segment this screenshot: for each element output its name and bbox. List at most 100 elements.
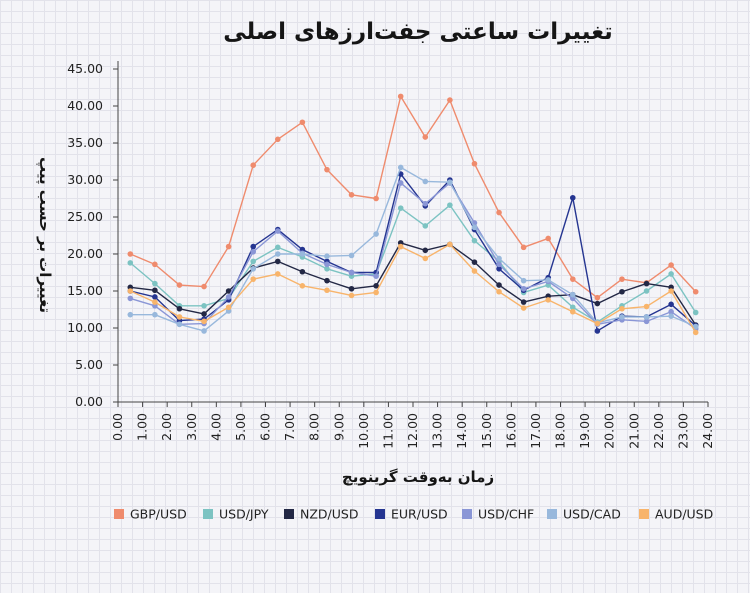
data-point-usd-chf: [643, 318, 650, 325]
data-point-gbp-usd: [471, 160, 478, 167]
data-point-aud-usd: [422, 255, 429, 262]
data-point-usd-chf: [250, 248, 257, 255]
data-point-gbp-usd: [545, 235, 552, 242]
legend-item-eur-usd: EUR/USD: [375, 507, 448, 522]
data-point-usd-chf: [348, 269, 355, 276]
data-point-nzd-usd: [496, 282, 502, 288]
legend-label-aud-usd: AUD/USD: [655, 507, 713, 522]
data-point-aud-usd: [373, 289, 379, 296]
data-point-gbp-usd: [496, 209, 502, 216]
data-point-usd-chf: [520, 285, 527, 292]
data-point-usd-chf: [127, 295, 134, 302]
data-point-usd-jpy: [397, 205, 404, 211]
data-point-gbp-usd: [619, 276, 625, 282]
data-point-usd-cad: [569, 291, 576, 298]
data-point-usd-jpy: [274, 244, 281, 251]
data-point-nzd-usd: [348, 285, 355, 292]
data-point-aud-usd: [201, 318, 207, 325]
legend-item-usd-chf: USD/CHF: [462, 507, 534, 522]
legend-label-nzd-usd: NZD/USD: [300, 507, 358, 522]
data-point-aud-usd: [225, 304, 232, 311]
x-tick-label: 10.00: [356, 413, 371, 449]
data-point-aud-usd: [152, 299, 158, 305]
legend-item-usd-cad: USD/CAD: [547, 507, 621, 522]
x-tick-label: 15.00: [479, 413, 494, 449]
data-point-aud-usd: [545, 297, 552, 303]
legend-swatch-gbp-usd: [114, 509, 124, 519]
data-point-usd-cad: [201, 328, 207, 334]
data-point-gbp-usd: [447, 97, 453, 103]
series-group: [127, 93, 699, 336]
data-point-gbp-usd: [422, 134, 429, 140]
data-point-usd-cad: [692, 323, 699, 330]
data-point-usd-cad: [176, 321, 183, 328]
data-point-usd-cad: [520, 277, 527, 284]
data-point-nzd-usd: [471, 259, 478, 265]
data-point-aud-usd: [692, 329, 699, 336]
series-line-eur-usd: [130, 173, 697, 332]
data-point-usd-jpy: [152, 280, 158, 287]
data-point-usd-cad: [619, 314, 625, 320]
data-point-usd-chf: [397, 180, 404, 186]
data-point-usd-cad: [496, 255, 502, 262]
x-tick-label: 24.00: [700, 413, 715, 449]
series-aud-usd: [127, 241, 699, 336]
legend-item-nzd-usd: NZD/USD: [284, 507, 358, 522]
x-tick-label: 7.00: [282, 413, 297, 441]
x-tick-label: 11.00: [380, 413, 395, 449]
x-tick-label: 2.00: [159, 413, 174, 441]
data-point-usd-jpy: [569, 304, 576, 311]
series-usd-chf: [127, 180, 699, 332]
data-point-usd-chf: [225, 294, 232, 300]
data-point-aud-usd: [594, 320, 601, 327]
series-usd-jpy: [127, 202, 699, 325]
data-point-nzd-usd: [152, 287, 158, 294]
y-tick-label: 30.00: [67, 172, 103, 187]
data-point-usd-jpy: [668, 271, 674, 277]
data-point-aud-usd: [520, 305, 527, 311]
data-point-nzd-usd: [643, 280, 650, 287]
legend-label-usd-cad: USD/CAD: [563, 507, 621, 522]
x-tick-label: 9.00: [331, 413, 346, 441]
y-ticks: 0.00 5.00 10.00 15.00 20.00 25.00 30.00 35.00 40…: [67, 61, 118, 409]
data-point-gbp-usd: [324, 166, 330, 173]
data-point-usd-cad: [127, 311, 134, 318]
x-tick-label: 19.00: [577, 413, 592, 449]
legend-swatch-usd-cad: [547, 509, 557, 519]
data-point-gbp-usd: [397, 93, 404, 100]
data-point-gbp-usd: [373, 195, 379, 202]
x-ticks: 0.00 1.00 2.00 3.00 4.00 5.00 6.00 7.00 8.00 9.00…: [110, 402, 715, 449]
data-point-usd-cad: [422, 178, 429, 185]
legend: GBP/USD USD/JPY NZD/USD EUR/USD USD/CHF USD/C…: [114, 507, 713, 522]
x-tick-label: 21.00: [626, 413, 641, 449]
data-point-gbp-usd: [176, 282, 183, 288]
series-line-nzd-usd: [130, 242, 697, 326]
data-point-aud-usd: [324, 287, 330, 294]
data-point-usd-cad: [643, 314, 650, 320]
data-point-gbp-usd: [201, 283, 207, 290]
data-point-usd-jpy: [201, 303, 207, 309]
data-point-usd-cad: [348, 252, 355, 259]
x-tick-label: 17.00: [528, 413, 543, 449]
legend-label-usd-jpy: USD/JPY: [219, 507, 269, 522]
data-point-nzd-usd: [520, 299, 527, 305]
legend-swatch-nzd-usd: [284, 509, 294, 519]
data-point-usd-jpy: [447, 202, 453, 208]
data-point-gbp-usd: [127, 251, 134, 257]
x-tick-label: 5.00: [233, 413, 248, 441]
data-point-nzd-usd: [324, 277, 330, 284]
legend-label-usd-chf: USD/CHF: [478, 507, 534, 522]
y-tick-label: 5.00: [75, 357, 103, 372]
data-point-usd-cad: [152, 311, 158, 318]
chart-title: تغییرات ساعتی جفت‌ارزهای اصلی: [223, 19, 613, 45]
x-tick-label: 20.00: [602, 413, 617, 449]
x-tick-label: 14.00: [454, 413, 469, 449]
data-point-eur-usd: [569, 194, 576, 201]
data-point-nzd-usd: [299, 268, 306, 275]
x-axis-label: زمان به‌وقت گرینویچ: [342, 468, 494, 486]
axes: [117, 61, 708, 403]
series-gbp-usd: [127, 93, 699, 301]
data-point-usd-cad: [324, 253, 330, 260]
series-line-usd-cad: [130, 166, 696, 332]
